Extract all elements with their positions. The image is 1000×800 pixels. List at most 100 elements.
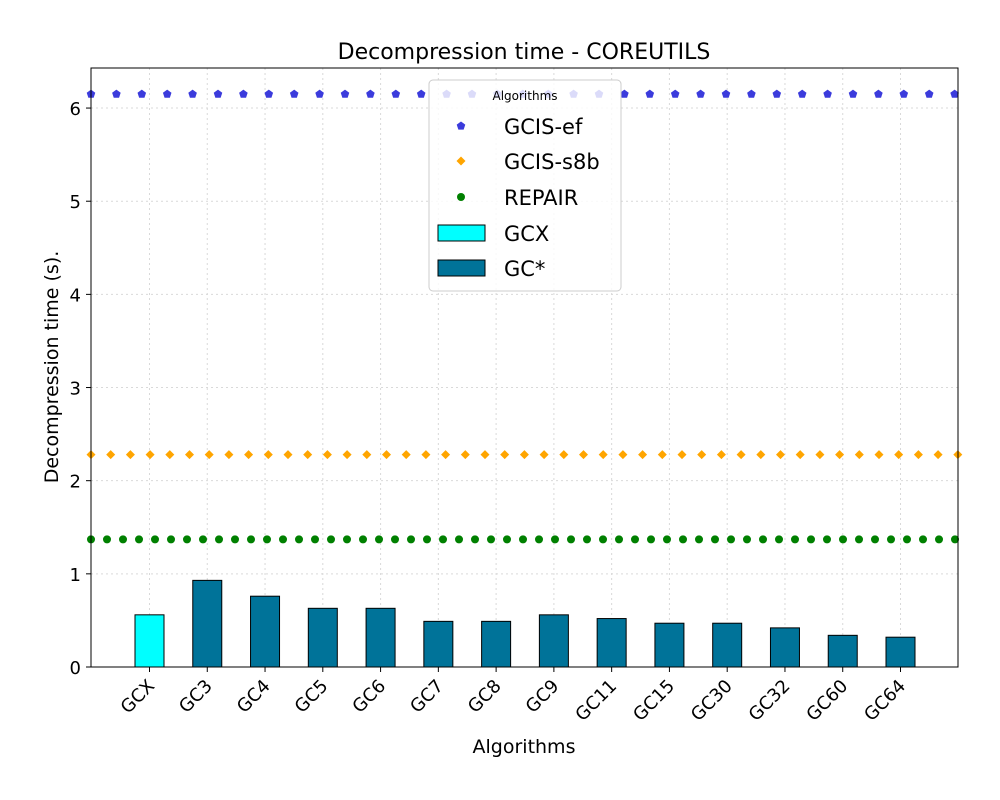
reference-marker <box>559 450 569 460</box>
reference-marker <box>185 450 194 460</box>
reference-marker <box>736 450 746 460</box>
reference-marker <box>950 89 959 98</box>
y-tick-label: 6 <box>70 99 81 120</box>
bar-gc3 <box>192 579 223 668</box>
legend: Algorithms GCIS-ef GCIS-s8b REPAIR GCX GC* <box>428 79 622 292</box>
legend-entry-gcis-s8b: GCIS-s8b <box>456 150 600 174</box>
legend-swatch <box>437 224 486 242</box>
reference-marker <box>106 450 116 460</box>
reference-marker <box>645 89 655 98</box>
reference-marker <box>103 535 111 544</box>
reference-marker <box>727 535 735 544</box>
reference-marker <box>263 450 273 460</box>
reference-marker <box>583 535 591 544</box>
reference-marker <box>471 535 479 544</box>
reference-marker <box>711 535 719 544</box>
reference-marker <box>807 535 815 544</box>
reference-marker <box>421 450 431 460</box>
reference-marker <box>151 535 159 544</box>
bar-gc32 <box>769 627 800 668</box>
reference-marker <box>539 450 549 460</box>
reference-marker <box>721 89 731 98</box>
legend-label: GCIS-ef <box>504 115 583 139</box>
legend-title: Algorithms <box>492 89 557 103</box>
reference-marker <box>199 535 207 544</box>
x-tick-label: GC30 <box>687 676 737 726</box>
reference-marker <box>835 450 845 460</box>
legend-entry-gcis-ef: GCIS-ef <box>456 115 583 139</box>
reference-marker <box>899 89 909 98</box>
x-tick-label: GC7 <box>406 676 448 718</box>
bar-gc11 <box>596 618 627 668</box>
reference-marker <box>776 450 785 460</box>
reference-marker <box>756 450 766 460</box>
reference-marker <box>933 450 943 460</box>
bar-gc64 <box>885 636 916 668</box>
reference-marker <box>441 450 451 460</box>
reference-marker <box>188 89 197 98</box>
reference-marker <box>657 450 667 460</box>
reference-line-gcis-s8b <box>86 450 963 460</box>
reference-marker <box>279 535 287 544</box>
reference-marker <box>913 450 923 460</box>
y-tick-label: 3 <box>70 379 81 400</box>
reference-marker <box>480 450 490 460</box>
reference-marker <box>815 450 825 460</box>
reference-marker <box>551 535 559 544</box>
bar-gc5 <box>307 607 338 668</box>
legend-marker <box>457 193 465 201</box>
reference-marker <box>874 450 884 460</box>
reference-marker <box>759 535 767 544</box>
reference-marker <box>213 89 223 98</box>
reference-marker <box>239 89 248 98</box>
reference-marker <box>696 89 705 98</box>
reference-marker <box>303 450 313 460</box>
reference-marker <box>695 535 703 544</box>
reference-marker <box>167 535 175 544</box>
reference-marker <box>487 535 495 544</box>
reference-marker <box>204 450 214 460</box>
legend-label: REPAIR <box>504 186 578 210</box>
reference-marker <box>455 535 463 544</box>
x-tick-label: GC60 <box>802 676 852 726</box>
reference-marker <box>382 450 391 460</box>
x-tick-label: GC9 <box>522 676 564 718</box>
bar-gc30 <box>712 622 743 668</box>
reference-marker <box>791 535 799 544</box>
reference-marker <box>327 535 335 544</box>
x-tick-label: GC5 <box>291 676 333 718</box>
x-tick-label: GC8 <box>464 676 506 718</box>
legend-label: GCIS-s8b <box>504 150 600 174</box>
reference-marker <box>416 89 426 98</box>
reference-marker <box>375 535 383 544</box>
reference-marker <box>322 450 332 460</box>
reference-marker <box>460 450 470 460</box>
reference-marker <box>340 89 350 98</box>
plot-frame <box>90 67 959 668</box>
legend-entry-gcstar: GC* <box>437 257 545 281</box>
x-tick-label: GC4 <box>233 676 275 718</box>
reference-marker <box>165 450 175 460</box>
reference-marker <box>295 535 303 544</box>
reference-marker <box>359 535 367 544</box>
reference-marker <box>162 89 172 98</box>
reference-marker <box>519 450 529 460</box>
reference-marker <box>289 89 299 98</box>
reference-marker <box>797 89 807 98</box>
reference-marker <box>839 535 847 544</box>
reference-marker <box>795 450 805 460</box>
legend-label: GC* <box>504 257 545 281</box>
reference-marker <box>135 535 143 544</box>
reference-marker <box>743 535 751 544</box>
reference-marker <box>935 535 943 544</box>
reference-marker <box>366 89 375 98</box>
reference-marker <box>519 535 527 544</box>
reference-marker <box>871 535 879 544</box>
reference-marker <box>342 450 352 460</box>
reference-marker <box>716 450 726 460</box>
reference-marker <box>951 535 959 544</box>
reference-marker <box>145 450 155 460</box>
reference-marker <box>775 535 783 544</box>
bars <box>134 579 916 668</box>
reference-marker <box>391 89 401 98</box>
